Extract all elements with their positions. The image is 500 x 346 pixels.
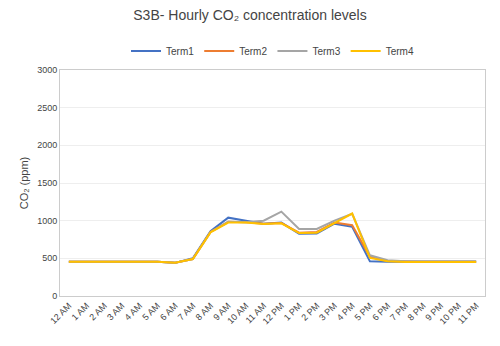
svg-text:Term3: Term3: [312, 46, 340, 57]
svg-text:10 AM: 10 AM: [225, 301, 250, 326]
svg-text:Term4: Term4: [386, 46, 414, 57]
svg-text:4 AM: 4 AM: [123, 301, 145, 323]
svg-text:1500: 1500: [37, 178, 57, 188]
svg-text:3 PM: 3 PM: [317, 301, 339, 323]
svg-text:0: 0: [52, 291, 57, 301]
svg-text:8 PM: 8 PM: [406, 301, 428, 323]
svg-text:1000: 1000: [37, 216, 57, 226]
svg-text:5 PM: 5 PM: [353, 301, 375, 323]
svg-text:2 PM: 2 PM: [299, 301, 321, 323]
svg-text:2000: 2000: [37, 140, 57, 150]
svg-text:5 AM: 5 AM: [140, 301, 162, 323]
svg-text:CO₂ (ppm): CO₂ (ppm): [18, 157, 30, 210]
svg-text:2500: 2500: [37, 103, 57, 113]
svg-text:12 AM: 12 AM: [48, 301, 73, 326]
svg-text:3 AM: 3 AM: [105, 301, 127, 323]
svg-text:11 PM: 11 PM: [456, 301, 481, 326]
svg-text:8 AM: 8 AM: [194, 301, 216, 323]
svg-text:2 AM: 2 AM: [87, 301, 109, 323]
svg-text:11 AM: 11 AM: [244, 301, 269, 326]
svg-text:6 PM: 6 PM: [370, 301, 392, 323]
svg-text:4 PM: 4 PM: [335, 301, 357, 323]
svg-text:9 AM: 9 AM: [211, 301, 233, 323]
svg-text:7 PM: 7 PM: [388, 301, 410, 323]
svg-text:Term1: Term1: [166, 46, 194, 57]
svg-text:9 PM: 9 PM: [423, 301, 445, 323]
svg-text:7 AM: 7 AM: [176, 301, 198, 323]
svg-text:1 AM: 1 AM: [70, 301, 92, 323]
svg-text:3000: 3000: [37, 65, 57, 75]
svg-text:10 PM: 10 PM: [438, 301, 463, 326]
svg-text:12 PM: 12 PM: [260, 301, 285, 326]
svg-text:1 PM: 1 PM: [282, 301, 304, 323]
svg-text:Term2: Term2: [239, 46, 267, 57]
svg-text:6 AM: 6 AM: [158, 301, 180, 323]
svg-text:S3B- Hourly CO₂ concentration: S3B- Hourly CO₂ concentration levels: [133, 7, 366, 23]
svg-text:500: 500: [42, 253, 57, 263]
